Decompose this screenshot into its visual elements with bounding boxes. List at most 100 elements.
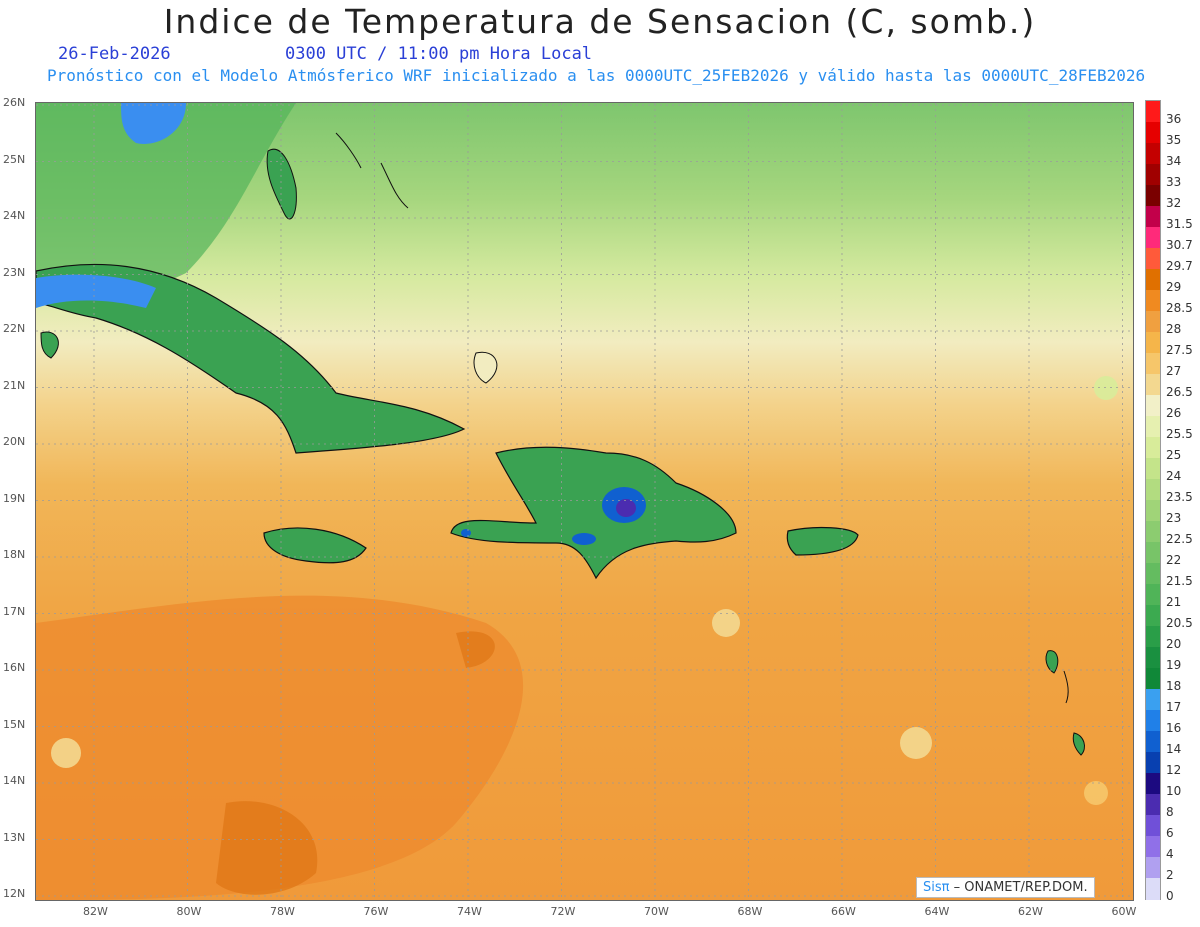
- legend-label: 29.7: [1166, 259, 1193, 273]
- legend-swatch: [1146, 227, 1160, 249]
- legend-label: 0: [1166, 889, 1174, 903]
- sierra-bahoruco-cold: [572, 533, 596, 545]
- legend-swatch: [1146, 605, 1160, 627]
- cool-region: [36, 103, 296, 289]
- legend-swatch: [1146, 479, 1160, 501]
- legend-swatch: [1146, 773, 1160, 795]
- legend-swatch: [1146, 353, 1160, 375]
- legend-label: 20.5: [1166, 616, 1193, 630]
- legend-label: 34: [1166, 154, 1182, 168]
- eleuthera-coast: [335, 132, 362, 169]
- graticule: [36, 103, 1133, 900]
- legend-swatch: [1146, 626, 1160, 648]
- warm-patch: [712, 609, 740, 637]
- longitude-label: 74W: [457, 905, 482, 918]
- legend-swatch: [1146, 437, 1160, 459]
- legend-label: 21: [1166, 595, 1182, 609]
- longitude-label: 80W: [176, 905, 202, 918]
- legend-label: 10: [1166, 784, 1182, 798]
- legend-swatch: [1146, 164, 1160, 186]
- longitude-label: 82W: [83, 905, 108, 918]
- legend-swatch: [1146, 416, 1160, 438]
- longitude-label: 62W: [1018, 905, 1043, 918]
- longitude-label: 60W: [1111, 905, 1137, 918]
- legend-label: 22: [1166, 553, 1182, 567]
- longitude-label: 64W: [924, 905, 950, 918]
- legend-label: 28: [1166, 322, 1182, 336]
- legend-swatch: [1146, 500, 1160, 522]
- legend-label: 18: [1166, 679, 1182, 693]
- legend-label: 24: [1166, 469, 1182, 483]
- legend-swatch: [1146, 752, 1160, 774]
- latitude-label: 22N: [3, 322, 26, 335]
- longitude-label: 76W: [363, 905, 389, 918]
- legend-swatch: [1146, 857, 1160, 879]
- cool-patch: [1094, 376, 1118, 400]
- forecast-date: 26-Feb-2026: [58, 44, 171, 64]
- credit-box: Sisπ – ONAMET/REP.DOM.: [916, 877, 1095, 898]
- cordillera-coldest: [616, 499, 636, 517]
- cuba-landmass: [36, 263, 466, 454]
- legend-label: 16: [1166, 721, 1182, 735]
- warm-core: [216, 801, 318, 895]
- jamaica-landmass: [263, 527, 367, 564]
- legend-swatch: [1146, 647, 1160, 669]
- legend-label: 26.5: [1166, 385, 1193, 399]
- legend-swatch: [1146, 584, 1160, 606]
- legend-label: 36: [1166, 112, 1182, 126]
- legend-label: 29: [1166, 280, 1182, 294]
- guadeloupe: [1045, 650, 1059, 674]
- warm-patch: [900, 727, 932, 759]
- latitude-label: 14N: [3, 774, 26, 787]
- latitude-label: 17N: [3, 604, 26, 618]
- sispi-logo: Sisπ: [923, 880, 950, 895]
- legend-label: 27: [1166, 364, 1182, 378]
- florida-cold: [121, 103, 186, 144]
- legend-swatch: [1146, 374, 1160, 396]
- legend-swatch: [1146, 185, 1160, 207]
- legend-swatch: [1146, 269, 1160, 291]
- model-subtitle: Pronóstico con el Modelo Atmósferico WRF…: [47, 66, 1146, 85]
- longitude-label: 66W: [831, 905, 856, 918]
- legend-swatch: [1146, 311, 1160, 333]
- legend-label: 23: [1166, 511, 1182, 525]
- legend-label: 2: [1166, 868, 1174, 882]
- cuba-cold-area: [36, 274, 156, 308]
- legend-label: 28.5: [1166, 301, 1193, 315]
- legend-swatch: [1146, 710, 1160, 732]
- legend-label: 14: [1166, 742, 1182, 756]
- latitude-label: 25N: [3, 152, 26, 166]
- legend-label: 20: [1166, 637, 1182, 651]
- legend-label: 33: [1166, 175, 1182, 189]
- legend-swatch: [1146, 248, 1160, 270]
- massif-hotte-cold: [461, 529, 471, 537]
- warm-region: [36, 595, 524, 900]
- legend-swatch: [1146, 542, 1160, 564]
- legend-label: 31.5: [1166, 217, 1193, 231]
- legend-label: 22.5: [1166, 532, 1193, 546]
- legend-swatch: [1146, 101, 1160, 123]
- legend-label: 6: [1166, 826, 1174, 840]
- legend-label: 23.5: [1166, 490, 1193, 504]
- great-inagua: [473, 351, 498, 384]
- longitude-label: 68W: [737, 905, 763, 918]
- latitude-label: 26N: [3, 96, 26, 109]
- latitude-label: 21N: [3, 378, 26, 392]
- hispaniola-landmass: [450, 446, 737, 580]
- legend-label: 30.7: [1166, 238, 1193, 252]
- legend-swatch: [1146, 689, 1160, 711]
- legend-label: 17: [1166, 700, 1182, 714]
- latitude-label: 18N: [3, 548, 26, 561]
- latitude-label: 15N: [3, 717, 26, 731]
- exuma-coast: [380, 162, 409, 209]
- legend-label: 4: [1166, 847, 1174, 861]
- legend-swatch: [1146, 563, 1160, 585]
- legend-label: 19: [1166, 658, 1182, 672]
- latitude-label: 12N: [3, 887, 26, 900]
- color-legend: [1145, 100, 1161, 900]
- legend-label: 12: [1166, 763, 1182, 777]
- credit-text: – ONAMET/REP.DOM.: [949, 880, 1088, 895]
- latitude-label: 20N: [3, 435, 26, 448]
- legend-swatch: [1146, 290, 1160, 312]
- legend-swatch: [1146, 521, 1160, 543]
